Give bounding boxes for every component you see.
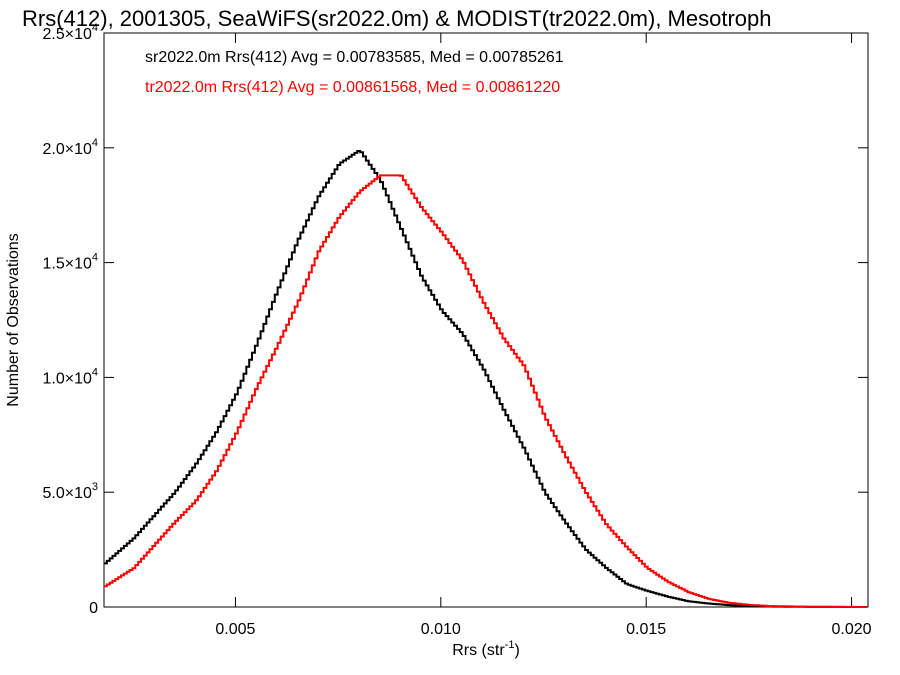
y-tick-label: 2.5×104 — [42, 22, 98, 43]
y-tick-label: 2.0×104 — [42, 137, 98, 158]
x-tick-label: 0.020 — [832, 621, 872, 638]
x-tick-label: 0.005 — [215, 621, 255, 638]
x-axis-label: Rrs (str-1) — [452, 639, 520, 659]
x-tick-label: 0.015 — [626, 621, 666, 638]
annotation-sr2022: sr2022.0m Rrs(412) Avg = 0.00783585, Med… — [145, 49, 564, 66]
y-axis-label: Number of Observations — [5, 233, 22, 406]
series-group — [104, 150, 867, 608]
x-tick-label: 0.010 — [421, 621, 461, 638]
chart-title: Rrs(412), 2001305, SeaWiFS(sr2022.0m) & … — [22, 6, 772, 31]
x-axis: 0.005 0.010 0.015 0.020 — [215, 33, 872, 638]
y-axis: 0 5.0×103 1.0×104 1.5×104 2.0×104 2.5×104 — [42, 22, 868, 617]
series-line-1 — [104, 174, 867, 608]
y-tick-label: 5.0×103 — [42, 481, 98, 502]
y-tick-label: 1.5×104 — [42, 252, 98, 273]
plot-frame — [103, 32, 869, 608]
annotation-tr2022: tr2022.0m Rrs(412) Avg = 0.00861568, Med… — [145, 79, 560, 96]
y-tick-label: 1.0×104 — [42, 366, 98, 387]
y-tick-label: 0 — [89, 600, 98, 617]
series-line-0 — [104, 150, 867, 608]
